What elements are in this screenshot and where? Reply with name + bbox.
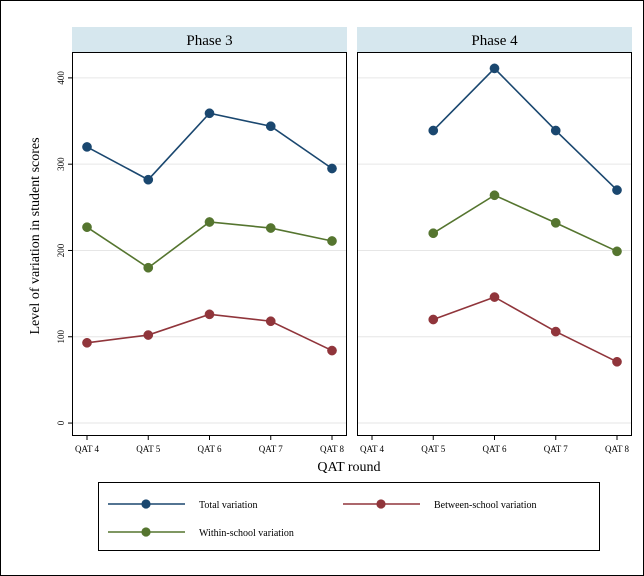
series-1 (428, 63, 622, 195)
data-point (489, 292, 500, 302)
y-tick-label: 0 (56, 420, 66, 425)
data-point (265, 121, 276, 132)
y-axis-title: Level of variation in student scores (28, 137, 43, 334)
data-point (428, 125, 439, 136)
data-point (265, 223, 276, 233)
panel-2: Phase 4 QAT 4 QAT 5 QAT 6 QAT 7 QAT 8 (357, 27, 632, 454)
x-tick-label: QAT 6 (197, 444, 222, 454)
data-point (550, 125, 561, 136)
legend-marker (141, 527, 151, 537)
data-point (204, 217, 215, 227)
x-tick-label: QAT 6 (482, 444, 507, 454)
y-tick-label: 300 (56, 157, 66, 171)
data-point (143, 262, 154, 273)
data-point (612, 246, 622, 257)
chart-panels: Phase 3 QAT 4 QAT 5 QAT 6 QAT 7 QAT 8 0 100 200 3… (56, 27, 632, 454)
data-point (428, 314, 439, 325)
legend-label: Total variation (199, 500, 257, 511)
panel-title: Phase 4 (471, 33, 518, 49)
data-point (82, 222, 92, 233)
data-point (204, 108, 215, 119)
panel-strip (72, 27, 347, 52)
panel-frame (72, 52, 347, 436)
data-point (265, 316, 276, 327)
panel-strip (357, 27, 632, 52)
legend-label: Between-school variation (434, 500, 536, 511)
series-line (432, 194, 618, 253)
panel-title: Phase 3 (186, 33, 232, 49)
data-point (489, 63, 500, 74)
series-line (432, 296, 618, 363)
data-point (550, 326, 561, 337)
data-point (550, 218, 561, 228)
series-1 (82, 108, 337, 185)
data-point (612, 185, 622, 195)
legend-marker (376, 499, 386, 509)
legend: Total variation Between-school variation W… (98, 482, 600, 551)
data-point (489, 190, 500, 201)
series-3 (428, 190, 622, 257)
x-axis-title: QAT round (317, 460, 380, 475)
data-point (327, 345, 337, 356)
data-point (327, 163, 337, 174)
data-point (143, 174, 154, 185)
x-tick-label: QAT 5 (421, 444, 446, 454)
x-tick-label: QAT 4 (75, 444, 100, 454)
data-point (612, 356, 622, 367)
legend-frame (98, 482, 600, 551)
data-point (327, 236, 337, 246)
legend-item: Total variation (108, 499, 257, 511)
series-3 (82, 217, 337, 273)
series-2 (82, 309, 337, 356)
x-tick-label: QAT 8 (605, 444, 630, 454)
legend-item: Between-school variation (343, 499, 536, 511)
panel-frame (357, 52, 632, 436)
y-tick-label: 400 (56, 71, 66, 85)
data-point (82, 337, 92, 348)
x-tick-label: QAT 8 (320, 444, 345, 454)
data-point (204, 309, 215, 320)
x-tick-label: QAT 7 (544, 444, 569, 454)
data-point (428, 228, 439, 239)
data-point (143, 330, 154, 340)
data-point (82, 142, 92, 152)
legend-item: Within-school variation (108, 527, 294, 539)
x-tick-label: QAT 7 (259, 444, 284, 454)
y-tick-label: 100 (56, 330, 66, 344)
x-tick-label: QAT 5 (136, 444, 161, 454)
legend-marker (141, 499, 151, 509)
series-line (432, 67, 618, 191)
legend-label: Within-school variation (199, 528, 294, 539)
panel-1: Phase 3 QAT 4 QAT 5 QAT 6 QAT 7 QAT 8 0 100 200 3… (56, 27, 347, 454)
x-tick-label: QAT 4 (360, 444, 385, 454)
series-2 (428, 292, 622, 367)
y-tick-label: 200 (56, 243, 66, 257)
